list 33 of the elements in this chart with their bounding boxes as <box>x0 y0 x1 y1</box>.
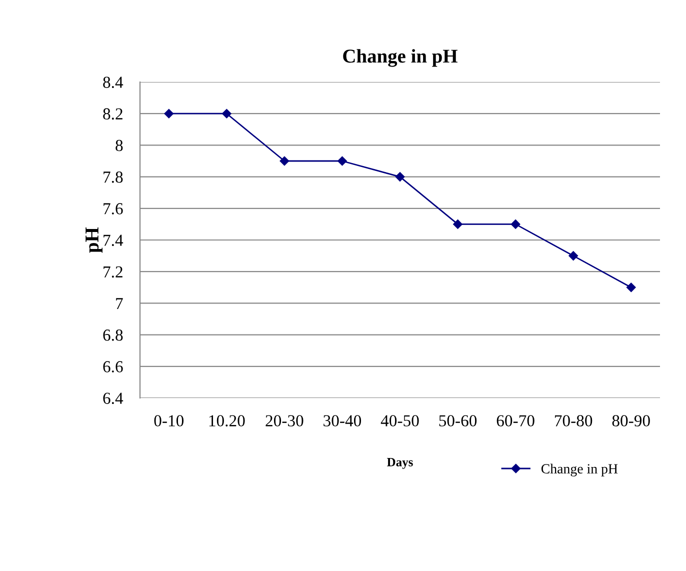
y-axis-title: pH <box>86 227 102 253</box>
y-tick-label: 7.4 <box>104 234 124 246</box>
x-tick-label: 80-90 <box>612 415 650 426</box>
y-tick-label: 7.8 <box>104 172 123 183</box>
x-axis-title: Days <box>387 458 413 469</box>
point <box>453 220 462 229</box>
y-tick-label: 6.8 <box>103 330 123 341</box>
point <box>395 172 405 182</box>
y-tick-label: 8 <box>116 140 123 152</box>
point <box>222 108 232 118</box>
x-tick-label: 40-50 <box>380 415 419 426</box>
x-tick-label: 50-60 <box>439 415 477 426</box>
point <box>338 156 347 166</box>
legend-label: Change in pH <box>541 464 618 476</box>
y-tick-label: 7.6 <box>104 203 123 214</box>
point <box>568 251 578 260</box>
x-tick-label: 60-70 <box>496 415 534 426</box>
point <box>280 156 290 166</box>
y-tick-label: 7 <box>116 298 123 309</box>
y-tick-label: 7.2 <box>104 266 122 278</box>
x-tick-label: 30-40 <box>324 415 362 426</box>
y-tick-label: 8.4 <box>103 76 124 88</box>
point <box>164 108 174 118</box>
x-tick-label: 70-80 <box>554 415 592 426</box>
x-tick-label: 0-10 <box>154 415 184 426</box>
x-tick-label: 10.20 <box>209 415 245 426</box>
y-tick-label: 8.2 <box>103 108 122 120</box>
point <box>510 220 520 229</box>
y-tick-label: 6.6 <box>103 361 123 372</box>
point <box>626 282 636 292</box>
x-tick-label: 20-30 <box>266 415 304 426</box>
chart-title: Change in pH <box>343 49 458 67</box>
y-tick-label: 6.4 <box>103 392 124 404</box>
